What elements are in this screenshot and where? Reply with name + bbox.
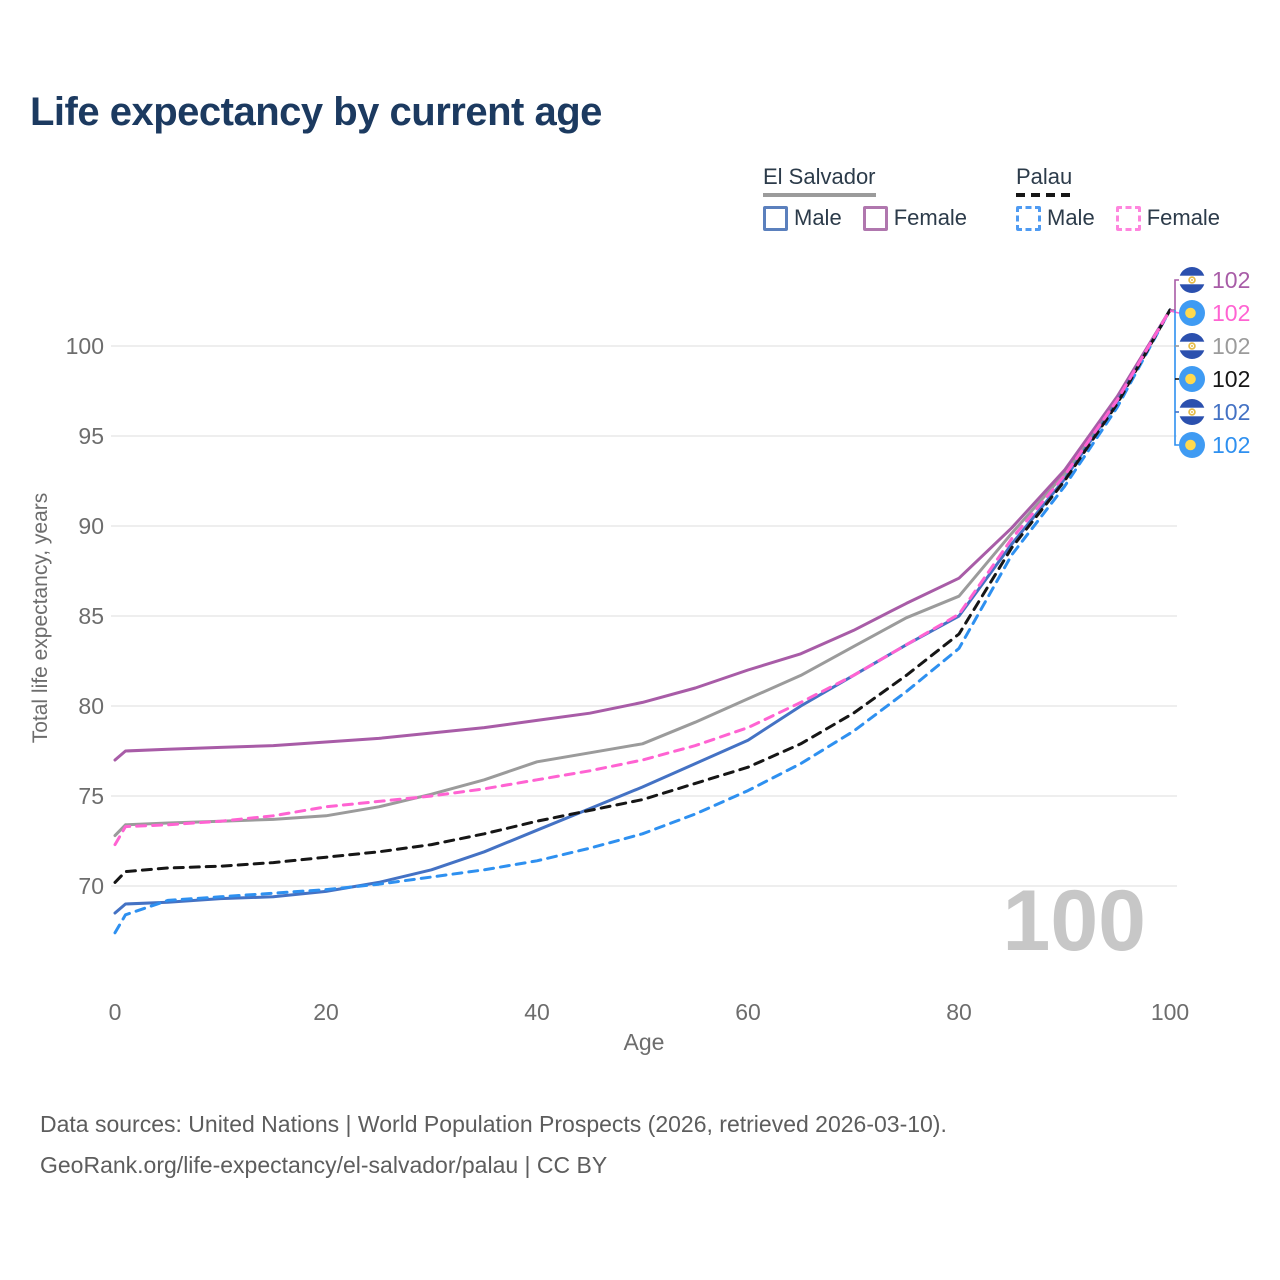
legend-items-row: Male Female <box>763 205 967 231</box>
legend-country-header-palau: Palau <box>1016 164 1073 197</box>
legend-item-es-male[interactable]: Male <box>763 205 842 231</box>
y-tick-70: 70 <box>78 873 104 899</box>
legend-item-es-female[interactable]: Female <box>862 205 968 231</box>
y-tick-85: 85 <box>78 603 104 629</box>
legend-item-label: Female <box>1146 205 1221 230</box>
x-tick-100: 100 <box>1151 999 1189 1025</box>
end-label-value-pw-male: 102 <box>1212 432 1250 458</box>
y-tick-75: 75 <box>78 783 104 809</box>
flag-el-salvador-icon[interactable] <box>1179 399 1205 425</box>
end-label-row-pw-female: 102 <box>1179 300 1250 326</box>
legend-linestyle-rule-solid <box>763 193 876 197</box>
y-tick-95: 95 <box>78 423 104 449</box>
end-label-row-es-male: 102 <box>1179 399 1250 425</box>
legend-linestyle-rule-dashed <box>1016 193 1073 197</box>
flag-palau-icon[interactable] <box>1179 300 1205 326</box>
end-label-value-es-both: 102 <box>1212 333 1250 359</box>
legend-item-label: Male <box>794 205 842 230</box>
legend-swatch-pw-male <box>1016 205 1041 231</box>
age-indicator-watermark: 100 <box>1003 873 1147 969</box>
footer-data-sources: Data sources: United Nations | World Pop… <box>40 1111 947 1137</box>
flag-el-salvador-icon[interactable] <box>1179 333 1205 359</box>
footer-attribution: GeoRank.org/life-expectancy/el-salvador/… <box>40 1152 608 1178</box>
legend-item-pw-female[interactable]: Female <box>1115 205 1221 231</box>
life-expectancy-chart: 100 70 75 80 85 90 95 100 0 20 40 60 80 100 Age Total l… <box>29 267 1250 1055</box>
end-label-row-pw-both: 102 <box>1179 366 1250 392</box>
legend-items-row: Male Female <box>1016 205 1220 231</box>
end-label-value-es-female: 102 <box>1212 267 1250 293</box>
series-line-es-both[interactable] <box>113 308 1172 838</box>
series-line-pw-female[interactable] <box>113 308 1172 847</box>
end-label-value-pw-female: 102 <box>1212 300 1250 326</box>
legend-country-label: Palau <box>1016 164 1073 189</box>
x-tick-80: 80 <box>946 999 972 1025</box>
leader-pw-male <box>1174 310 1179 446</box>
end-label-leader-lines <box>1169 279 1180 446</box>
legend-item-label: Male <box>1047 205 1095 230</box>
x-tick-40: 40 <box>524 999 550 1025</box>
chart-title: Life expectancy by current age <box>30 90 602 134</box>
leader-es-female <box>1170 279 1179 311</box>
end-label-value-pw-both: 102 <box>1212 366 1250 392</box>
series-line-pw-male[interactable] <box>113 308 1172 935</box>
legend-group-palau: Palau Male Female <box>1016 164 1220 231</box>
y-axis-tick-labels: 70 75 80 85 90 95 100 <box>66 333 104 899</box>
flag-palau-icon[interactable] <box>1179 366 1205 392</box>
x-axis-tick-labels: 0 20 40 60 80 100 <box>109 999 1190 1025</box>
gridlines <box>111 345 1177 887</box>
end-label-row-es-both: 102 <box>1179 333 1250 359</box>
x-tick-0: 0 <box>109 999 122 1025</box>
x-tick-60: 60 <box>735 999 761 1025</box>
end-label-value-es-male: 102 <box>1212 399 1250 425</box>
x-axis-title: Age <box>624 1029 665 1055</box>
y-tick-80: 80 <box>78 693 104 719</box>
x-tick-20: 20 <box>313 999 339 1025</box>
series-line-pw-both[interactable] <box>113 308 1172 884</box>
flag-el-salvador-icon[interactable] <box>1179 267 1205 293</box>
legend-swatch-es-female <box>862 205 888 231</box>
flag-palau-icon[interactable] <box>1179 432 1205 458</box>
end-label-row-pw-male: 102 <box>1179 432 1250 458</box>
legend-group-el-salvador: El Salvador Male Female <box>763 164 967 231</box>
legend-item-label: Female <box>893 205 968 230</box>
legend-country-label: El Salvador <box>763 164 876 189</box>
y-tick-100: 100 <box>66 333 104 359</box>
y-tick-90: 90 <box>78 513 104 539</box>
legend-swatch-es-male <box>763 205 788 231</box>
series-line-es-male[interactable] <box>113 308 1172 915</box>
chart-footer: Data sources: United Nations | World Pop… <box>40 1104 947 1186</box>
legend-country-header-el-salvador: El Salvador <box>763 164 876 197</box>
y-axis-title: Total life expectancy, years <box>29 493 52 744</box>
end-label-row-es-female: 102 <box>1179 267 1250 293</box>
legend-item-pw-male[interactable]: Male <box>1016 205 1095 231</box>
series-line-es-female[interactable] <box>113 308 1172 762</box>
legend-swatch-pw-female <box>1115 205 1141 231</box>
